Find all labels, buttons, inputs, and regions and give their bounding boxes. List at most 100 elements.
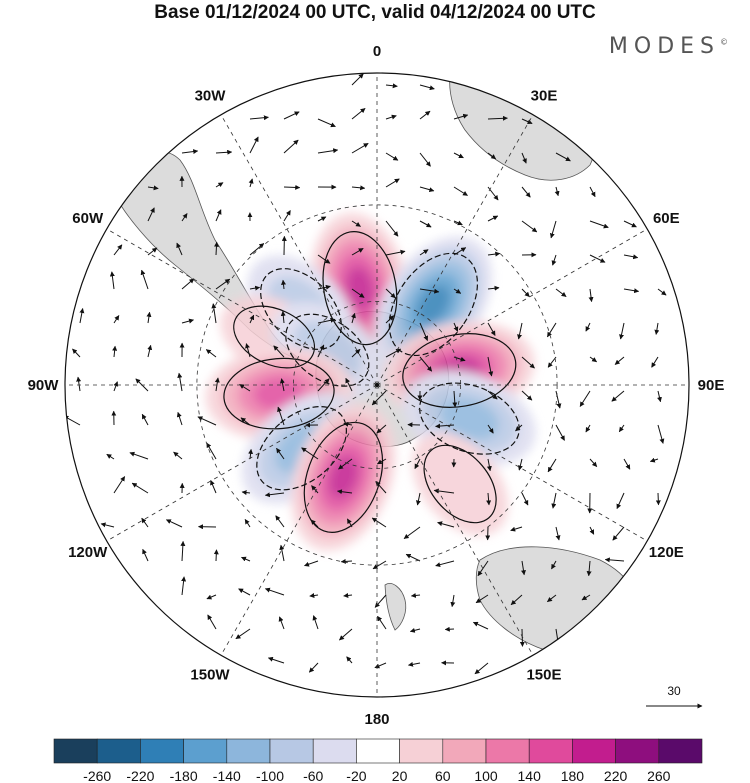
wind-vector [106, 453, 115, 460]
wind-vector [546, 322, 557, 338]
wind-vector [435, 423, 455, 429]
anomaly-contour-fill [345, 266, 374, 310]
wind-vector [487, 251, 501, 257]
wind-vector [249, 243, 265, 256]
wind-vector [589, 220, 609, 229]
wind-vector [181, 149, 199, 155]
wind-vector [283, 111, 300, 120]
wind-vector [211, 303, 217, 324]
wind-vector [147, 185, 159, 191]
wind-vector [351, 142, 369, 154]
wind-vector [604, 557, 625, 563]
wind-vector [415, 492, 421, 506]
wind-vector [618, 424, 625, 433]
wind-vector [311, 485, 319, 494]
wind-vector [377, 615, 387, 630]
wind-vector [76, 376, 82, 392]
wind-vector [419, 186, 435, 193]
brand-text: MODES [608, 34, 720, 59]
wind-vector [343, 592, 353, 598]
wind-vector [351, 247, 364, 256]
wind-vector [579, 390, 591, 407]
wind-vector [521, 118, 533, 124]
new-zealand-landmass [384, 583, 407, 631]
anomaly-contour-fill [439, 397, 499, 440]
wind-vector [176, 242, 183, 256]
wind-vector [345, 377, 353, 392]
wind-vector [487, 322, 496, 336]
wind-vector [279, 378, 285, 392]
colorbar-tick-label: -140 [213, 768, 241, 783]
longitude-label: 120W [68, 544, 108, 561]
wind-vector [238, 588, 251, 596]
wind-vector [375, 481, 387, 494]
wind-vector [109, 271, 115, 290]
wind-vector [385, 315, 394, 324]
contour-line [223, 357, 335, 430]
wind-vector [487, 285, 500, 291]
wind-vector [453, 247, 467, 256]
wind-vector [244, 518, 251, 528]
colorbar-swatch [572, 738, 616, 764]
colorbar-swatch [356, 738, 400, 764]
longitude-label: 60E [653, 210, 680, 227]
colorbar-swatch [96, 738, 141, 764]
reference-vector: 30 [646, 684, 703, 709]
wind-vector [588, 288, 594, 303]
longitude-label: 30W [195, 88, 227, 105]
wind-vector [245, 343, 251, 358]
wind-vector [301, 447, 319, 460]
wind-vector [206, 594, 217, 600]
wind-vector [651, 356, 659, 368]
wind-vector [376, 458, 387, 465]
wind-vector [248, 448, 254, 460]
colorbar-tick-label: 180 [561, 768, 585, 783]
wind-vector [141, 413, 149, 426]
wind-vector [385, 220, 399, 237]
wind-vector [351, 73, 364, 86]
wind-vector [623, 458, 631, 470]
colorbar-tick-label: 140 [518, 768, 542, 783]
wind-vector [619, 322, 625, 340]
wind-vector [351, 108, 366, 120]
wind-vector [213, 241, 219, 256]
wind-vector [241, 556, 251, 562]
wind-vector [376, 424, 387, 434]
wind-vector [146, 311, 152, 324]
meridian-line [376, 384, 648, 542]
wind-vector [474, 662, 489, 675]
colorbar-tick-label: 100 [474, 768, 498, 783]
wind-vector [173, 451, 183, 460]
colorbar-swatch [312, 738, 357, 764]
wind-vector [616, 492, 625, 510]
anomaly-contour-fill [416, 284, 451, 324]
wind-vector [521, 492, 529, 506]
wind-vector [419, 322, 429, 341]
wind-vector [113, 381, 119, 392]
wind-vector [113, 244, 123, 256]
meridian-line [106, 228, 378, 386]
wind-vector [215, 209, 222, 222]
wind-vector [419, 110, 431, 120]
wind-vector [264, 587, 285, 596]
wind-vector [309, 593, 319, 598]
wind-vector [308, 662, 319, 673]
wind-vector [623, 220, 637, 228]
wind-vector [547, 356, 557, 368]
brand-mark: © [720, 37, 728, 47]
wind-vector [239, 383, 251, 392]
wind-vector [453, 186, 468, 196]
wind-vector [657, 390, 662, 403]
wind-vector [79, 308, 85, 324]
colorbar-tick-label: 60 [435, 768, 451, 783]
wind-vector [612, 526, 625, 541]
wind-vector [551, 492, 557, 509]
meridian-line [220, 384, 378, 656]
wind-vector [240, 417, 251, 426]
wind-vector [555, 152, 571, 162]
colorbar-swatch [226, 738, 271, 764]
wind-vector [655, 492, 661, 506]
wind-vector [385, 114, 397, 120]
wind-vector [510, 526, 523, 532]
wind-vector [213, 549, 219, 562]
